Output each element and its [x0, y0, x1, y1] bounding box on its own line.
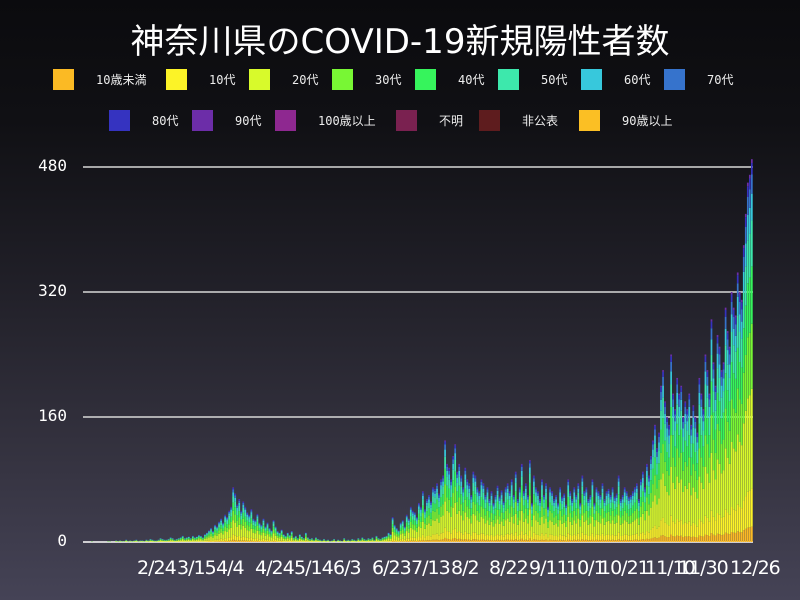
legend-item-100plus[interactable]: 100歳以上: [275, 109, 376, 131]
legend-swatch: [166, 68, 187, 90]
legend-row-2: 80代 90代 100歳以上 不明 非公表 90歳以上: [0, 109, 800, 131]
legend-swatch: [664, 68, 685, 90]
legend-label: 不明: [439, 113, 464, 128]
legend-label: 90代: [235, 113, 262, 128]
legend-swatch: [275, 109, 296, 131]
legend-swatch: [581, 68, 602, 90]
x-tick-label: 3/15: [177, 557, 217, 579]
legend-swatch: [192, 109, 213, 131]
legend-label: 非公表: [522, 113, 559, 128]
legend-item-60s[interactable]: 60代: [581, 68, 650, 90]
legend-item-10s[interactable]: 10代: [166, 68, 235, 90]
x-tick-label: 12/26: [730, 557, 781, 579]
legend-label: 100歳以上: [318, 113, 376, 128]
legend-swatch: [396, 109, 417, 131]
x-tick-label: 10/21: [599, 557, 650, 579]
legend-label: 90歳以上: [622, 113, 673, 128]
legend-row-1: 10歳未満 10代 20代 30代 40代 50代 60代 70代: [0, 68, 800, 90]
x-tick-label: 2/24: [137, 557, 177, 579]
x-tick-label: 10/1: [566, 557, 606, 579]
legend-label: 70代: [707, 72, 734, 87]
x-tick-label: 4/4: [216, 557, 245, 579]
y-tick-label: 160: [38, 406, 67, 425]
legend-label: 10代: [209, 72, 236, 87]
legend-item-80s[interactable]: 80代: [109, 109, 178, 131]
legend-item-90s[interactable]: 90代: [192, 109, 261, 131]
legend-swatch: [415, 68, 436, 90]
legend-label: 30代: [375, 72, 402, 87]
legend-label: 10歳未満: [96, 72, 147, 87]
x-tick-label: 11/10: [645, 557, 696, 579]
legend-swatch: [579, 109, 600, 131]
x-tick-label: 6/3: [333, 557, 362, 579]
x-tick-label: 8/22: [489, 557, 529, 579]
legend-item-20s[interactable]: 20代: [249, 68, 318, 90]
legend-label: 60代: [624, 72, 651, 87]
legend-item-unknown[interactable]: 不明: [396, 109, 463, 131]
y-tick-label: 320: [38, 281, 67, 300]
legend-label: 40代: [458, 72, 485, 87]
legend-item-40s[interactable]: 40代: [415, 68, 484, 90]
legend-item-70s[interactable]: 70代: [664, 68, 733, 90]
x-tick-label: 11/30: [678, 557, 729, 579]
legend-item-90plus[interactable]: 90歳以上: [579, 109, 672, 131]
legend-swatch: [479, 109, 500, 131]
y-tick-label: 0: [57, 531, 67, 550]
legend-item-30s[interactable]: 30代: [332, 68, 401, 90]
legend-swatch: [249, 68, 270, 90]
x-tick-label: 7/13: [411, 557, 451, 579]
y-tick-label: 480: [38, 156, 67, 175]
legend-item-50s[interactable]: 50代: [498, 68, 567, 90]
legend-swatch: [53, 68, 74, 90]
legend-label: 20代: [292, 72, 319, 87]
legend-label: 50代: [541, 72, 568, 87]
legend-label: 80代: [152, 113, 179, 128]
chart-title: 神奈川県のCOVID-19新規陽性者数: [130, 22, 670, 62]
legend-item-under10[interactable]: 10歳未満: [53, 68, 146, 90]
legend-swatch: [109, 109, 130, 131]
legend-item-undisclosed[interactable]: 非公表: [479, 109, 558, 131]
bar-series: [91, 159, 753, 543]
x-tick-label: 8/2: [451, 557, 480, 579]
legend-swatch: [332, 68, 353, 90]
x-tick-label: 4/24: [255, 557, 295, 579]
x-tick-label: 6/23: [372, 557, 412, 579]
x-tick-label: 5/14: [294, 557, 334, 579]
legend-swatch: [498, 68, 519, 90]
x-tick-label: 9/11: [529, 557, 569, 579]
